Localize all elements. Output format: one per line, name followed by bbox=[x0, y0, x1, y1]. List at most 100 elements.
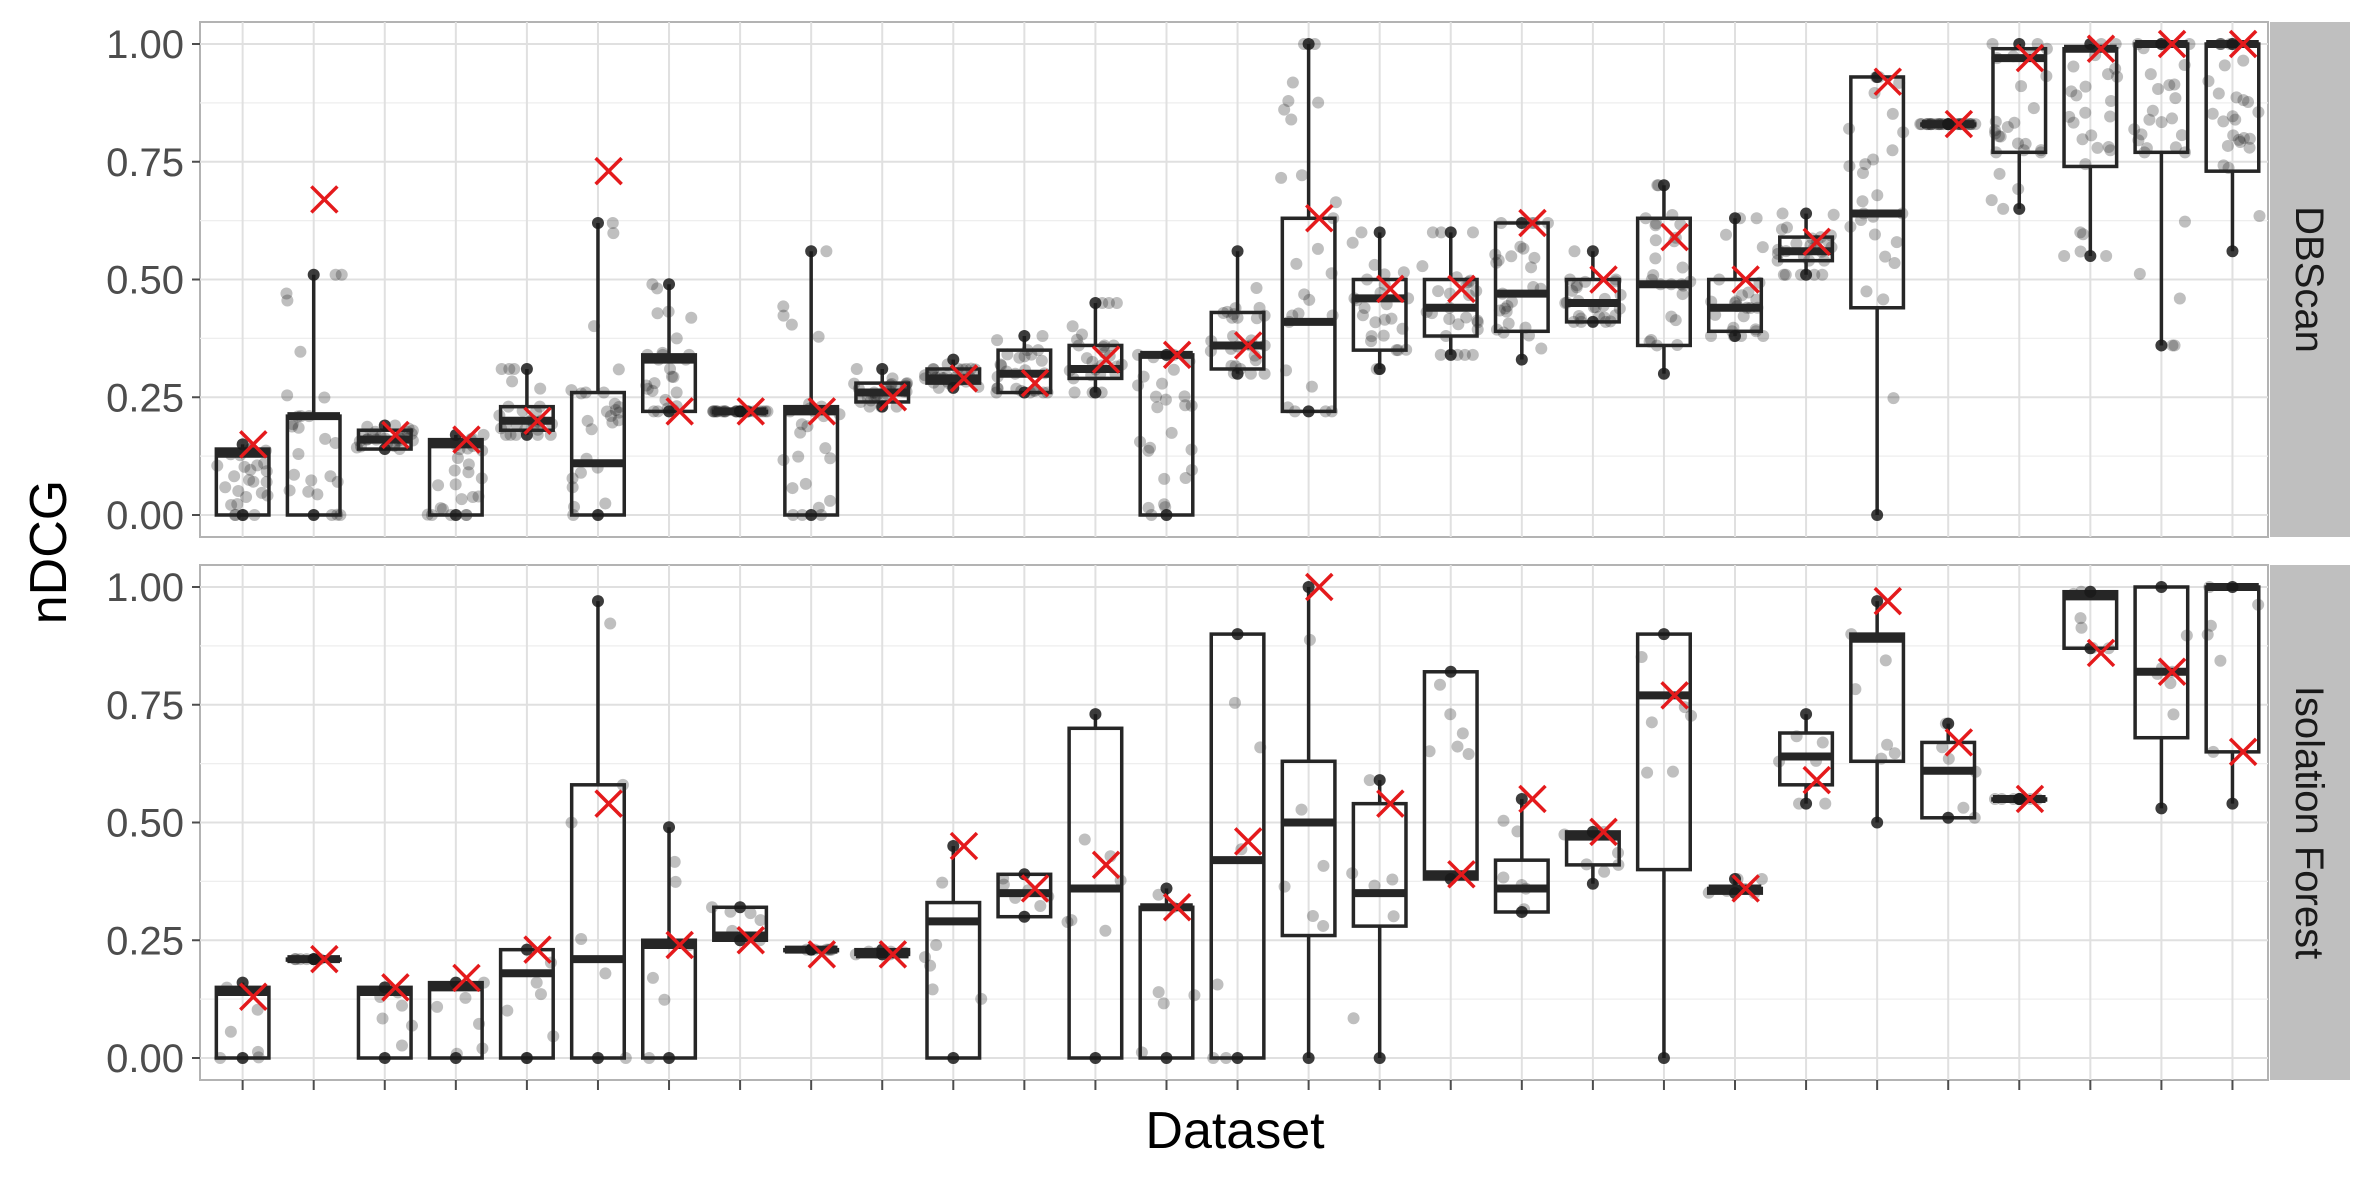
mean-marker bbox=[665, 930, 694, 960]
mean-marker bbox=[1162, 340, 1192, 370]
outlier-point bbox=[1729, 330, 1742, 343]
jitter-point bbox=[1282, 95, 1295, 108]
outlier-point bbox=[663, 821, 676, 834]
jitter-point bbox=[991, 334, 1004, 347]
jitter-point bbox=[232, 484, 245, 497]
jitter-point bbox=[318, 391, 331, 404]
outlier-point bbox=[1373, 362, 1386, 375]
jitter-point bbox=[1363, 774, 1376, 787]
jitter-point bbox=[918, 951, 931, 964]
jitter-point bbox=[2012, 137, 2025, 150]
jitter-point bbox=[292, 447, 305, 460]
jitter-point bbox=[251, 1003, 264, 1016]
outlier-point bbox=[805, 245, 818, 258]
jitter-point bbox=[240, 490, 253, 503]
jitter-point bbox=[1423, 745, 1436, 758]
jitter-point bbox=[574, 466, 587, 479]
box-dataset-18 bbox=[1422, 226, 1479, 361]
jitter-point bbox=[244, 463, 257, 476]
jitter-point bbox=[1649, 219, 1662, 232]
outlier-point bbox=[1231, 245, 1244, 258]
mean-marker bbox=[1944, 728, 1974, 757]
jitter-point bbox=[247, 475, 260, 488]
jitter-point bbox=[1355, 226, 1368, 239]
jitter-point bbox=[1312, 96, 1325, 109]
facet-strip-label: Isolation Forest bbox=[2287, 686, 2331, 959]
outlier-point bbox=[1302, 1052, 1315, 1064]
jitter-point bbox=[1099, 924, 1112, 937]
jitter-point bbox=[1226, 311, 1239, 324]
y-tick-label: 1.00 bbox=[106, 566, 184, 610]
jitter-point bbox=[1775, 223, 1788, 236]
outlier-point bbox=[1515, 905, 1528, 918]
jitter-point bbox=[436, 503, 449, 516]
jitter-point bbox=[258, 457, 271, 470]
outlier-point bbox=[1160, 1052, 1173, 1064]
outlier-point bbox=[2226, 245, 2239, 258]
box-iqr bbox=[1067, 343, 1124, 381]
mean-marker bbox=[239, 982, 268, 1012]
y-tick-label: 0.00 bbox=[106, 494, 184, 538]
jitter-point bbox=[1387, 910, 1400, 923]
jitter-point bbox=[786, 482, 799, 495]
outlier-point bbox=[591, 509, 604, 521]
jitter-point bbox=[1159, 393, 1172, 406]
jitter-point bbox=[376, 1012, 389, 1025]
y-tick-label: 0.25 bbox=[106, 376, 184, 420]
jitter-point bbox=[2079, 106, 2092, 119]
mean-marker-stroke bbox=[1376, 274, 1405, 304]
mean-marker-stroke bbox=[1020, 368, 1050, 398]
jitter-point bbox=[1142, 444, 1155, 457]
outlier-point bbox=[378, 1052, 391, 1064]
jitter-point bbox=[1066, 320, 1079, 333]
box-dataset-22 bbox=[1706, 212, 1764, 343]
outlier-point bbox=[1231, 1052, 1244, 1064]
jitter-point bbox=[606, 216, 619, 229]
mean-marker-stroke bbox=[1447, 860, 1476, 889]
jitter-point bbox=[219, 481, 232, 494]
mean-marker bbox=[1162, 893, 1192, 922]
jitter-point bbox=[2085, 129, 2098, 142]
outlier-point bbox=[1373, 1052, 1386, 1064]
mean-marker bbox=[2157, 29, 2187, 59]
mean-marker-stroke bbox=[2015, 784, 2045, 814]
mean-marker bbox=[1944, 109, 1974, 139]
jitter-point bbox=[1346, 236, 1359, 249]
box-dataset-13 bbox=[1067, 708, 1124, 1064]
mean-marker-stroke bbox=[1660, 222, 1689, 252]
box-dataset-15 bbox=[1209, 245, 1266, 380]
facet-strip bbox=[2270, 22, 2350, 537]
jitter-point bbox=[1877, 293, 1890, 306]
jitter-point bbox=[1452, 318, 1465, 331]
jitter-point bbox=[2237, 94, 2250, 107]
jitter-point bbox=[462, 466, 475, 479]
outlier-point bbox=[1089, 297, 1102, 310]
outlier-point bbox=[663, 405, 676, 418]
jitter-point bbox=[667, 371, 680, 384]
panel-isolation-forest: 0.00 0.25 0.50 0.75 1.00 Isolation Forest bbox=[106, 564, 2350, 1090]
jitter-point bbox=[1211, 978, 1224, 991]
outlier-point bbox=[1231, 367, 1244, 380]
jitter-point bbox=[2202, 75, 2215, 88]
jitter-point bbox=[2152, 82, 2165, 95]
jitter-point bbox=[1756, 241, 1769, 254]
jitter-point bbox=[1505, 295, 1518, 308]
box-dataset-6 bbox=[569, 595, 627, 1064]
jitter-point bbox=[1598, 865, 1611, 878]
jitter-point bbox=[2169, 141, 2182, 154]
jitter-point bbox=[2243, 141, 2256, 154]
mean-marker bbox=[878, 940, 908, 969]
jitter-point bbox=[1819, 797, 1832, 810]
mean-marker bbox=[1233, 331, 1263, 360]
facet-strip bbox=[2270, 565, 2350, 1080]
jitter-point bbox=[534, 988, 547, 1001]
jitter-point bbox=[251, 1045, 264, 1058]
jitter-point bbox=[2253, 209, 2266, 222]
jitter-point bbox=[281, 389, 294, 402]
jitter-point bbox=[1856, 195, 1869, 208]
jitter-point bbox=[1102, 297, 1115, 310]
jitter-point bbox=[2091, 141, 2104, 154]
jitter-point bbox=[319, 432, 332, 445]
jitter-point bbox=[1365, 330, 1378, 343]
jitter-point bbox=[1071, 333, 1084, 346]
